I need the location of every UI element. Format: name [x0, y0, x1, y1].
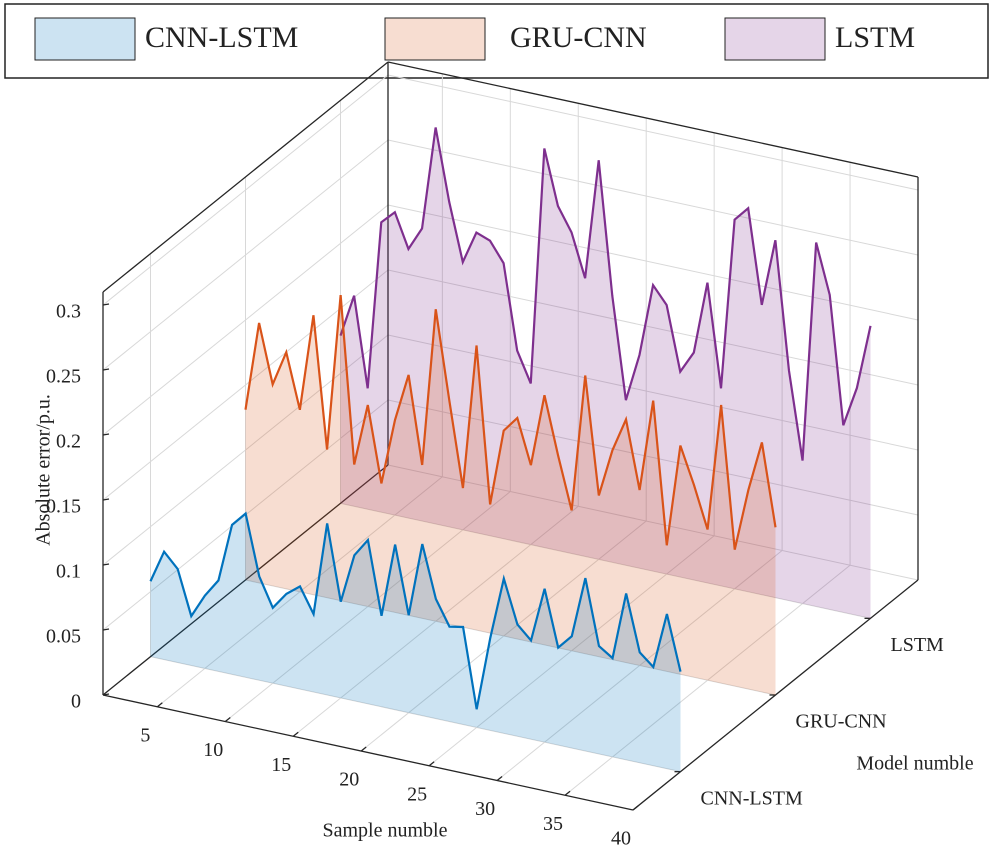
axis-edge: [102, 694, 634, 811]
grid-line: [387, 399, 919, 516]
tick-mark: [102, 693, 110, 696]
tick-mark: [102, 498, 110, 501]
area: [340, 127, 871, 619]
y-tick-label: GRU-CNN: [796, 711, 887, 733]
axis-edge: [102, 61, 389, 293]
legend-swatch: [34, 17, 136, 61]
x-tick-label: 35: [543, 813, 563, 835]
area: [150, 513, 681, 772]
x-tick-label: 20: [339, 769, 359, 791]
tick-mark: [292, 731, 299, 737]
z-tick-label: 0.1: [56, 561, 81, 583]
legend-label: GRU-CNN: [510, 21, 647, 54]
legend-box: [4, 3, 989, 79]
line: [149, 511, 682, 710]
grid-line: [387, 74, 919, 191]
x-tick-label: 10: [203, 739, 223, 761]
tick-mark: [156, 702, 163, 708]
z-tick-label: 0: [71, 691, 81, 713]
tick-mark: [360, 746, 367, 752]
grid-line: [387, 464, 919, 581]
y-axis-label: Model numble: [856, 753, 973, 775]
z-tick-label: 0.2: [56, 431, 81, 453]
tick-mark: [224, 717, 231, 723]
x-axis-label: Sample numble: [323, 820, 448, 842]
grid-line: [245, 579, 776, 696]
tick-mark: [102, 628, 110, 631]
tick-mark: [102, 303, 110, 306]
legend-label: CNN-LSTM: [145, 21, 298, 54]
legend-swatch: [724, 17, 826, 61]
x-tick-label: 25: [407, 783, 427, 805]
z-tick-label: 0.3: [56, 301, 81, 323]
x-tick-label: 40: [611, 828, 631, 850]
tick-mark: [564, 790, 571, 796]
z-tick-label: 0.25: [46, 366, 81, 388]
z-tick-label: 0.15: [46, 496, 81, 518]
z-tick-label: 0.05: [46, 626, 81, 648]
y-tick-label: LSTM: [891, 634, 945, 656]
tick-mark: [102, 368, 110, 371]
z-axis-label: Absolute error/p.u.: [33, 394, 55, 546]
axis-edge: [387, 61, 919, 178]
grid-line: [340, 502, 871, 619]
x-tick-label: 30: [475, 798, 495, 820]
legend-swatch: [384, 17, 486, 61]
tick-mark: [428, 761, 435, 767]
tick-mark: [632, 805, 639, 811]
grid-line: [387, 269, 919, 386]
tick-mark: [102, 563, 110, 566]
line: [244, 295, 777, 550]
line: [339, 127, 872, 461]
x-tick-label: 5: [140, 724, 150, 746]
tick-mark: [496, 776, 503, 782]
x-tick-label: 15: [271, 754, 291, 776]
legend-label: LSTM: [835, 21, 915, 54]
y-tick-label: CNN-LSTM: [701, 787, 803, 809]
tick-mark: [102, 433, 110, 436]
grid-line: [150, 656, 681, 773]
grid-line: [387, 139, 919, 256]
axis-edge: [102, 464, 389, 696]
